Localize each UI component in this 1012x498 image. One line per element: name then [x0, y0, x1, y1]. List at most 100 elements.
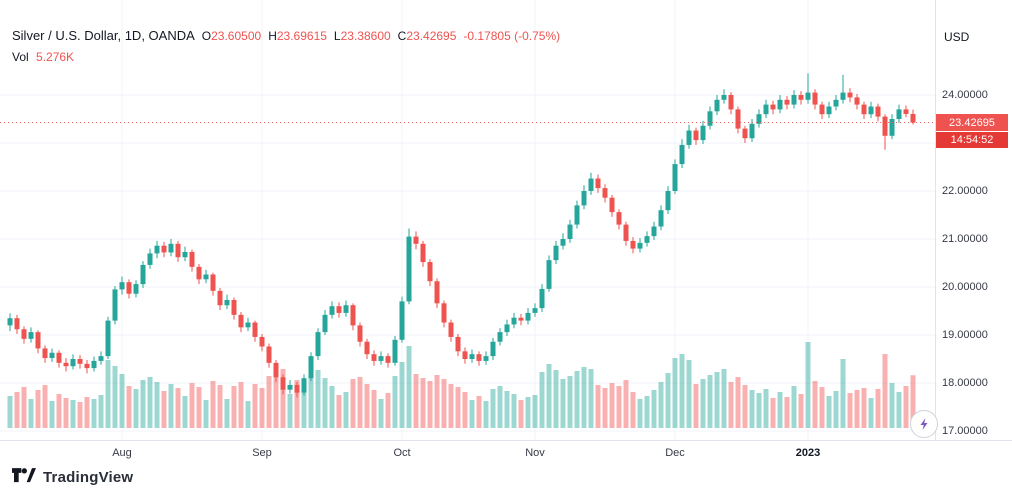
candle — [147, 248, 153, 269]
volume-bar — [392, 376, 398, 428]
candle — [756, 109, 762, 128]
data-provider-icon[interactable] — [910, 410, 938, 438]
candle — [238, 311, 244, 333]
candle — [735, 106, 741, 134]
volume-bar — [420, 378, 426, 428]
volume-bar — [903, 386, 909, 428]
volume-bar — [294, 380, 300, 428]
candle — [133, 280, 139, 298]
candle — [791, 90, 797, 109]
chart-legend: Silver / U.S. Dollar, 1D, OANDA O23.60500… — [12, 26, 560, 67]
candle — [56, 350, 62, 368]
candle — [154, 240, 160, 259]
time-axis[interactable]: Aug Sep Oct Nov Dec 2023 — [0, 441, 935, 465]
volume-bar — [686, 360, 692, 428]
volume-bar — [105, 360, 111, 428]
candle — [882, 114, 888, 150]
time-axis-border — [0, 440, 1012, 441]
volume-bar — [322, 378, 328, 428]
volume-bar — [84, 397, 90, 428]
candle — [427, 259, 433, 287]
volume-bar — [574, 371, 580, 428]
candle — [847, 88, 853, 103]
candle — [693, 127, 699, 145]
volume-bar — [462, 392, 468, 428]
candle — [644, 231, 650, 247]
volume-bar — [259, 388, 265, 428]
legend-row-ohlc: Silver / U.S. Dollar, 1D, OANDA O23.60500… — [12, 26, 560, 46]
volume-bar — [280, 369, 286, 428]
candle — [350, 303, 356, 331]
volume-bar — [455, 387, 461, 428]
candle — [889, 114, 895, 140]
volume-bar — [658, 382, 664, 428]
volume-bar — [644, 396, 650, 428]
candle — [763, 99, 769, 119]
candle — [49, 348, 55, 362]
volume-bar — [525, 397, 531, 428]
volume-bar — [112, 366, 118, 428]
candle — [469, 349, 475, 363]
brand-name: TradingView — [43, 469, 134, 486]
candle — [462, 347, 468, 364]
volume-bar — [56, 394, 62, 428]
candle — [189, 249, 195, 272]
volume-bar — [553, 370, 559, 428]
volume-bar — [434, 375, 440, 428]
volume-bar — [189, 383, 195, 428]
candle — [539, 284, 545, 312]
volume-bar — [777, 392, 783, 428]
time-tick-label: Aug — [112, 447, 132, 459]
volume-bar — [889, 383, 895, 428]
candle — [798, 91, 804, 105]
volume-bar — [448, 384, 454, 428]
volume-bar — [91, 399, 97, 428]
candle — [770, 100, 776, 115]
high-value: 23.69615 — [276, 29, 327, 43]
candle — [385, 353, 391, 368]
open-label: O — [201, 29, 212, 43]
price-tick-label: 22.00000 — [942, 185, 988, 197]
tradingview-brand[interactable]: TradingView — [12, 468, 133, 487]
volume-bar — [826, 396, 832, 428]
candle — [511, 312, 517, 329]
volume-bar — [490, 389, 496, 428]
candle — [231, 297, 237, 320]
volume-bar — [805, 342, 811, 428]
candle — [392, 335, 398, 366]
candlestick-plot[interactable] — [0, 0, 935, 440]
volume-bar — [266, 376, 272, 428]
volume-bar — [301, 387, 307, 428]
volume-bar — [609, 383, 615, 428]
candle — [294, 382, 300, 398]
candle — [182, 246, 188, 262]
volume-value: 5.276K — [36, 50, 75, 64]
open-value: 23.60500 — [211, 29, 262, 43]
candle — [581, 185, 587, 210]
volume-bar — [273, 372, 279, 428]
candle — [168, 239, 174, 257]
candle — [714, 95, 720, 116]
volume-bar — [469, 400, 475, 428]
volume-bar — [336, 395, 342, 428]
volume-bar — [819, 387, 825, 428]
candle — [777, 95, 783, 114]
candle — [217, 287, 223, 311]
volume-bar — [175, 388, 181, 428]
candle — [483, 351, 489, 365]
volume-bar — [742, 385, 748, 428]
volume-bar — [210, 381, 216, 428]
candle — [63, 358, 69, 372]
symbol-title[interactable]: Silver / U.S. Dollar, 1D, OANDA — [12, 28, 195, 43]
volume-bar — [588, 369, 594, 428]
volume-bar — [770, 398, 776, 428]
volume-bar — [49, 401, 55, 428]
volume-bar — [840, 359, 846, 428]
candle — [658, 205, 664, 231]
candle — [280, 374, 286, 395]
price-axis[interactable]: 23.42695 14:54:52 24.0000023.0000022.000… — [936, 0, 1012, 440]
candle — [700, 120, 706, 144]
volume-bar — [245, 401, 251, 428]
volume-bar — [77, 402, 83, 428]
